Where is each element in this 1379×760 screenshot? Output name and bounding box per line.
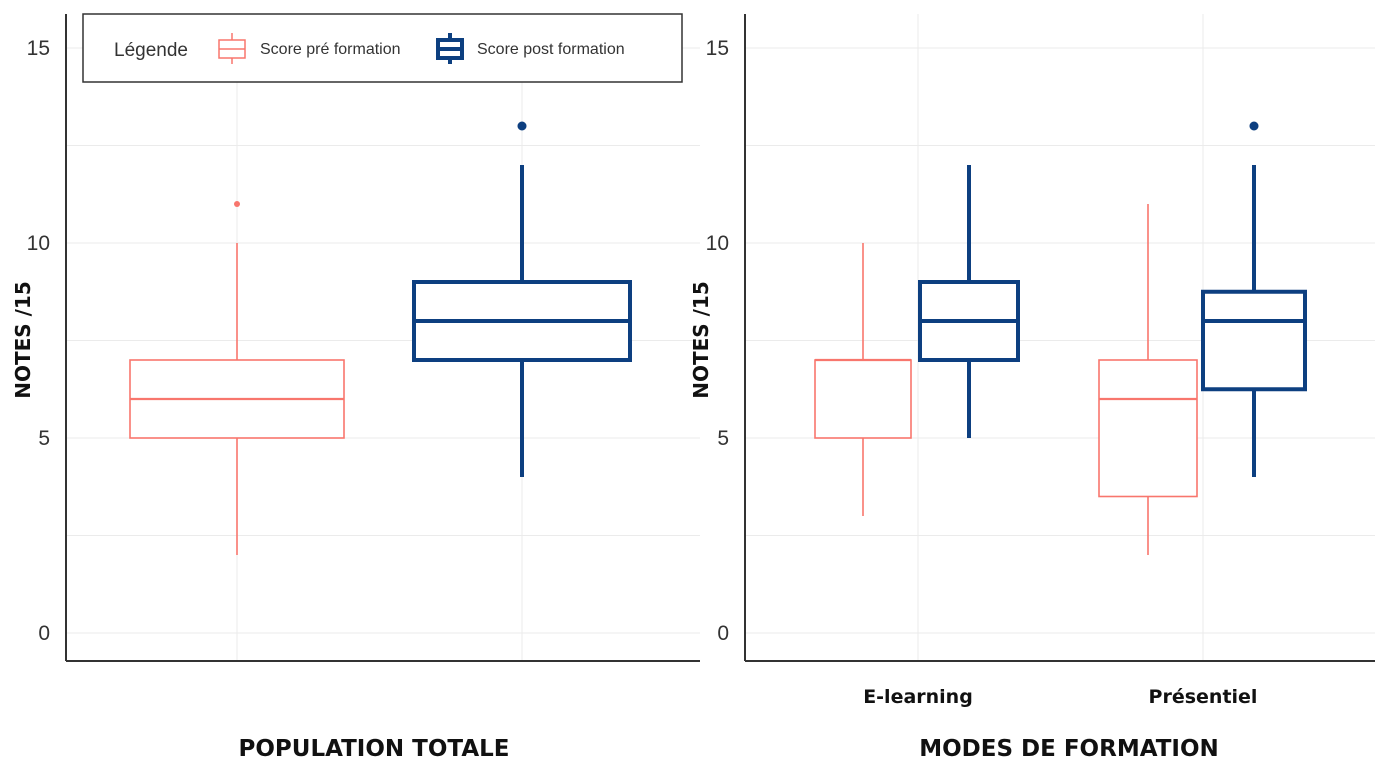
box-iqr: [1201, 289, 1307, 392]
legend-frame: [82, 13, 683, 83]
box-pre-1: [814, 243, 912, 516]
legend-key-post-icon: [436, 33, 464, 64]
y-tick-label: 5: [38, 427, 50, 450]
y-tick-label: 10: [706, 232, 729, 255]
box-post-1: [918, 165, 1020, 438]
box-pre-1: [129, 201, 345, 555]
box-iqr: [814, 359, 912, 439]
y-tick-label: 10: [27, 232, 50, 255]
category-label-presentiel: Présentiel: [1149, 686, 1258, 708]
category-label-e-learning: E-learning: [863, 686, 973, 708]
y-tick-label: 5: [717, 427, 729, 450]
box-iqr: [1098, 359, 1198, 498]
box-post-1: [412, 121, 632, 477]
panel2-x-axis-title: MODES DE FORMATION: [919, 736, 1219, 760]
y-tick-label: 0: [38, 622, 50, 645]
box-pre-2: [1098, 204, 1198, 555]
y-tick-label: 15: [706, 37, 729, 60]
panel1-y-tick-labels: 0 5 10 15: [27, 37, 50, 645]
panel1-boxes: [129, 121, 632, 555]
legend-title: Légende: [114, 40, 188, 61]
legend-label-post: Score post formation: [477, 41, 625, 58]
box-post-2: [1201, 121, 1307, 477]
legend-key-pre-icon: [218, 33, 246, 64]
panel2-y-axis-title: NOTES /15: [689, 281, 713, 399]
panel2-boxes: [814, 121, 1307, 555]
panel1-y-axis-title: NOTES /15: [11, 281, 35, 399]
outlier-point: [517, 121, 527, 131]
y-tick-label: 0: [717, 622, 729, 645]
outlier-point: [1249, 121, 1259, 131]
panel1-x-axis-title: POPULATION TOTALE: [239, 736, 510, 760]
gridlines: [66, 14, 1375, 661]
panel2-y-tick-labels: 0 5 10 15: [706, 37, 729, 645]
legend-label-pre: Score pré formation: [260, 41, 401, 58]
legend: Légende Score pré formation Score post f…: [82, 13, 683, 83]
y-tick-label: 15: [27, 37, 50, 60]
outlier-point: [234, 201, 240, 207]
